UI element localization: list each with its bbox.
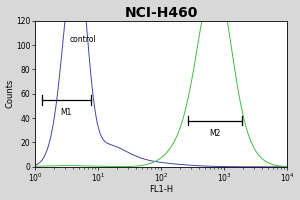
- Y-axis label: Counts: Counts: [6, 79, 15, 108]
- Text: M2: M2: [209, 129, 220, 138]
- Text: control: control: [70, 35, 97, 44]
- Text: M1: M1: [61, 108, 72, 117]
- Title: NCI-H460: NCI-H460: [124, 6, 198, 20]
- X-axis label: FL1-H: FL1-H: [149, 185, 173, 194]
